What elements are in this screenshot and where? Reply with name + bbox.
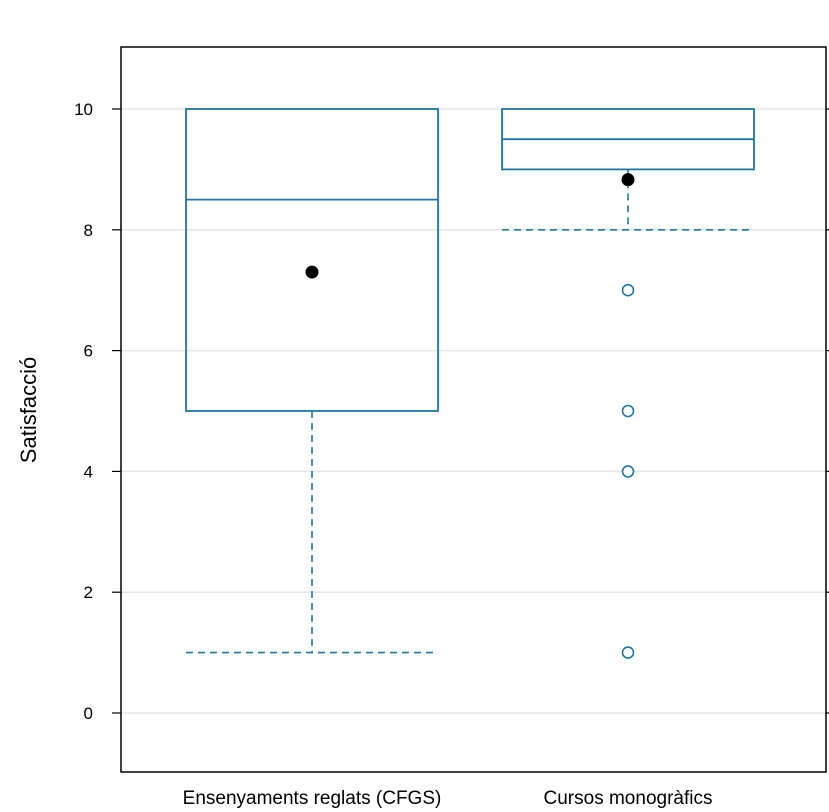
x-category-label: Cursos monogràfics — [544, 788, 713, 809]
outlier-point — [621, 646, 635, 659]
mean-point — [305, 265, 319, 279]
plot-frame — [120, 46, 827, 773]
y-axis-title: Satisfacció — [16, 357, 41, 463]
y-tick-label: 6 — [84, 342, 93, 361]
mean-point — [621, 173, 635, 187]
box-iqr — [185, 108, 439, 412]
axes: 0 2 4 6 8 10 Ensenyaments reglats (CFGS) Cursos… — [74, 100, 829, 809]
outlier-point — [621, 283, 635, 297]
y-tick-label: 4 — [84, 462, 93, 481]
boxes — [185, 108, 755, 659]
y-tick-label: 2 — [84, 583, 93, 602]
box-group — [501, 108, 755, 659]
y-tick-label: 10 — [74, 100, 93, 119]
x-category-label: Ensenyaments reglats (CFGS) — [183, 788, 442, 809]
outlier-point — [621, 404, 635, 418]
y-tick-label: 0 — [84, 704, 93, 723]
y-tick-label: 8 — [84, 221, 93, 240]
outlier-point — [621, 465, 635, 478]
box-group — [185, 108, 439, 654]
